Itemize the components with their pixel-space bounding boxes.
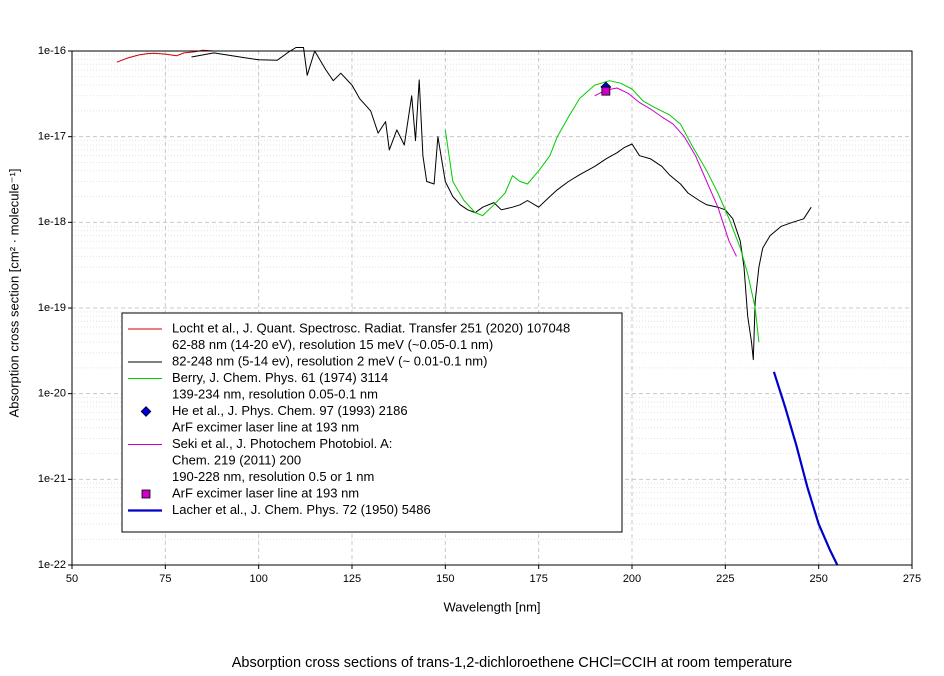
legend-label: He et al., J. Phys. Chem. 97 (1993) 2186: [172, 403, 408, 418]
legend-label: Lacher et al., J. Chem. Phys. 72 (1950) …: [172, 502, 431, 517]
legend-label: Chem. 219 (2011) 200: [172, 452, 301, 467]
series-line: [772, 371, 839, 566]
x-tick-label: 200: [623, 573, 641, 585]
legend-label: 62-88 nm (14-20 eV), resolution 15 meV (…: [172, 337, 493, 352]
legend-label: 82-248 nm (5-14 ev), resolution 2 meV (~…: [172, 353, 487, 368]
x-tick-label: 275: [903, 573, 921, 585]
x-tick-label: 75: [159, 573, 171, 585]
axes: 1e-22 1e-21 1e-20 1e-19 1e-18 1e-17 1e-16 50 75 1…: [38, 45, 921, 585]
x-tick-label: 150: [436, 573, 454, 585]
legend: Locht et al., J. Quant. Spectrosc. Radia…: [121, 312, 623, 533]
legend-label: 190-228 nm, resolution 0.5 or 1 nm: [172, 469, 374, 484]
x-axis-label: Wavelength [nm]: [443, 599, 540, 614]
y-axis-label: Absorption cross section [cm² · molecule…: [6, 169, 21, 418]
legend-label: Seki et al., J. Photochem Photobiol. A:: [172, 436, 392, 451]
x-tick-label: 50: [66, 573, 78, 585]
legend-label: Locht et al., J. Quant. Spectrosc. Radia…: [172, 320, 570, 335]
series-line: [191, 47, 812, 361]
y-tick-label: 1e-22: [38, 559, 66, 571]
series-line: [444, 80, 760, 343]
legend-label: 139-234 nm, resolution 0.05-0.1 nm: [172, 386, 378, 401]
legend-box: [121, 312, 623, 533]
x-tick-label: 250: [809, 573, 827, 585]
y-tick-label: 1e-20: [38, 388, 66, 400]
series-line: [594, 87, 737, 257]
x-tick-label: 100: [249, 573, 267, 585]
square-marker: [601, 86, 611, 96]
diamond-marker: [140, 406, 152, 417]
legend-label: Berry, J. Chem. Phys. 61 (1974) 3114: [172, 370, 388, 385]
x-tick-label: 125: [343, 573, 361, 585]
legend-label: ArF excimer laser line at 193 nm: [172, 485, 359, 500]
y-tick-label: 1e-18: [38, 216, 66, 228]
x-tick-label: 225: [716, 573, 734, 585]
legend-label: ArF excimer laser line at 193 nm: [172, 419, 359, 434]
y-tick-label: 1e-16: [38, 45, 66, 57]
square-marker: [141, 489, 151, 499]
y-tick-label: 1e-17: [38, 131, 66, 143]
x-tick-label: 175: [529, 573, 547, 585]
y-tick-label: 1e-19: [38, 302, 66, 314]
chart-title: Absorption cross sections of trans-1,2-d…: [232, 655, 793, 671]
y-tick-label: 1e-21: [38, 473, 66, 485]
